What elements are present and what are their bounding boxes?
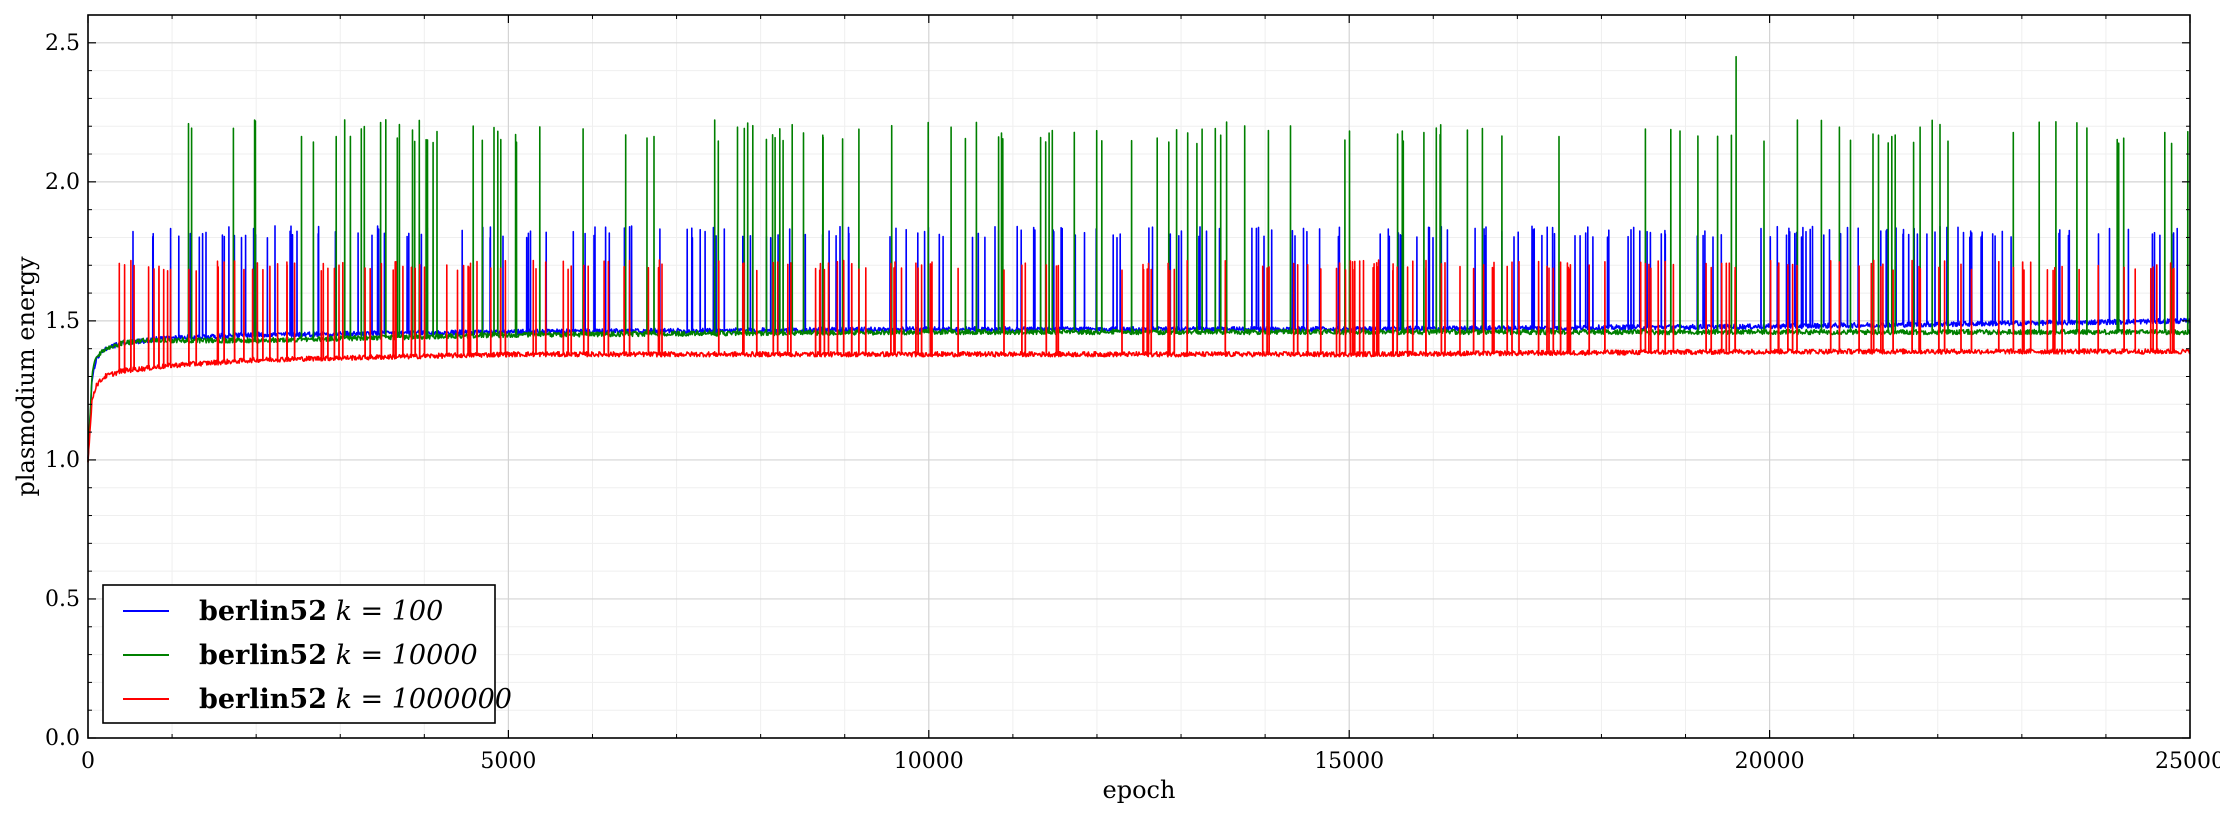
- x-tick-label: 10000: [894, 749, 964, 774]
- legend-label-k1000000-prefix: berlin52: [199, 684, 327, 715]
- x-tick-label: 25000: [2155, 749, 2220, 774]
- legend-label-k100-prefix: berlin52: [199, 596, 327, 627]
- y-tick-label: 0.0: [45, 726, 80, 751]
- legend-label-k10000: berlin52 k = 10000: [199, 640, 478, 671]
- axis-ticks: [87, 15, 2191, 739]
- x-tick-label: 5000: [480, 749, 536, 774]
- x-tick-label: 20000: [1735, 749, 1805, 774]
- y-tick-label: 0.5: [45, 587, 80, 612]
- series-line-10000: [87, 55, 2191, 462]
- y-axis-label: plasmodium energy: [12, 256, 40, 496]
- x-axis-label: epoch: [1103, 776, 1176, 804]
- y-tick-labels: 0.0 0.5 1.0 1.5 2.0 2.5: [45, 31, 80, 751]
- y-tick-label: 1.0: [45, 448, 80, 473]
- x-tick-labels: 0 5000 10000 15000 20000 25000: [81, 749, 2220, 774]
- y-tick-label: 1.5: [45, 309, 80, 334]
- legend-label-k100-math: k = 100: [336, 596, 444, 627]
- legend-label-k1000000-math: k = 1000000: [336, 684, 512, 715]
- legend-label-k10000-prefix: berlin52: [199, 640, 327, 671]
- legend-entry: berlin52 k = 100: [123, 596, 443, 627]
- legend-label-k100: berlin52 k = 100: [199, 596, 443, 627]
- series-line-100: [87, 225, 2191, 459]
- series-line-1000000: [87, 259, 2191, 463]
- y-tick-label: 2.0: [45, 170, 80, 195]
- y-tick-label: 2.5: [45, 31, 80, 56]
- legend: berlin52 k = 100 berlin52 k = 10000 berl…: [102, 584, 512, 724]
- series-layer: [87, 55, 2191, 463]
- x-tick-label: 15000: [1314, 749, 1384, 774]
- legend-entry: berlin52 k = 1000000: [123, 684, 512, 715]
- legend-label-k1000000: berlin52 k = 1000000: [199, 684, 512, 715]
- x-tick-label: 0: [81, 749, 95, 774]
- legend-label-k10000-math: k = 10000: [336, 640, 478, 671]
- minor-grid: [88, 15, 2190, 738]
- legend-entry: berlin52 k = 10000: [123, 640, 478, 671]
